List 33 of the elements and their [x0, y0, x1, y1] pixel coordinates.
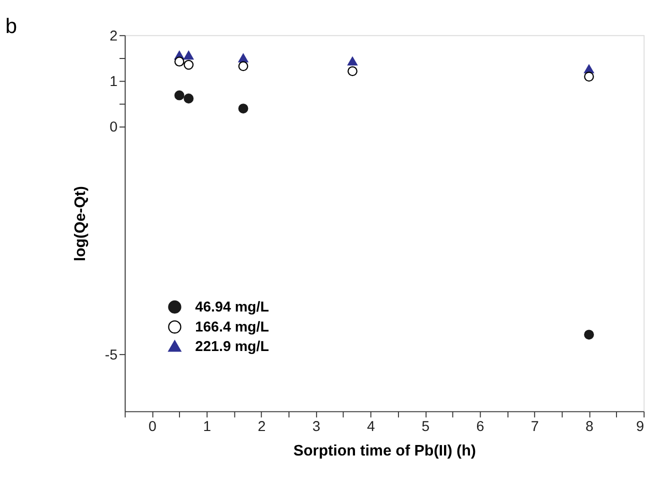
point: [184, 94, 194, 104]
point: [584, 330, 594, 340]
x-tick-label: 1: [203, 418, 212, 435]
x-tick-label: 9: [636, 418, 644, 435]
legend-label: 46.94 mg/L: [195, 300, 270, 316]
y-axis-title: log(Qe-Qt): [72, 186, 89, 262]
x-tick-label: 8: [586, 418, 594, 435]
y-tick-label: 0: [110, 120, 118, 136]
point: [174, 90, 184, 100]
point: [184, 50, 194, 60]
point: [584, 64, 594, 74]
y-tick-label: -5: [104, 347, 118, 364]
legend-label: 166.4 mg/L: [195, 320, 270, 336]
y-tick-label: 1: [110, 74, 118, 90]
x-axis-title: Sorption time of Pb(II) (h): [293, 442, 476, 460]
legend-label: 221.9 mg/L: [195, 338, 270, 355]
point: [348, 56, 358, 66]
x-tick-label: 7: [530, 418, 539, 435]
point: [584, 72, 594, 82]
point: [238, 54, 248, 62]
point: [238, 104, 248, 114]
x-tick-label: 4: [367, 418, 376, 435]
chart-title: b: [5, 15, 18, 38]
point: [238, 61, 248, 72]
point: [174, 56, 184, 67]
x-tick-label: 0: [148, 418, 157, 435]
point: [184, 60, 194, 70]
x-tick-label: 3: [312, 418, 320, 435]
y-tick-label: 2: [110, 28, 118, 44]
x-tick-label: 2: [258, 418, 266, 435]
x-tick-label: 6: [476, 418, 484, 435]
x-tick-label: 5: [422, 418, 430, 435]
point: [348, 66, 358, 76]
